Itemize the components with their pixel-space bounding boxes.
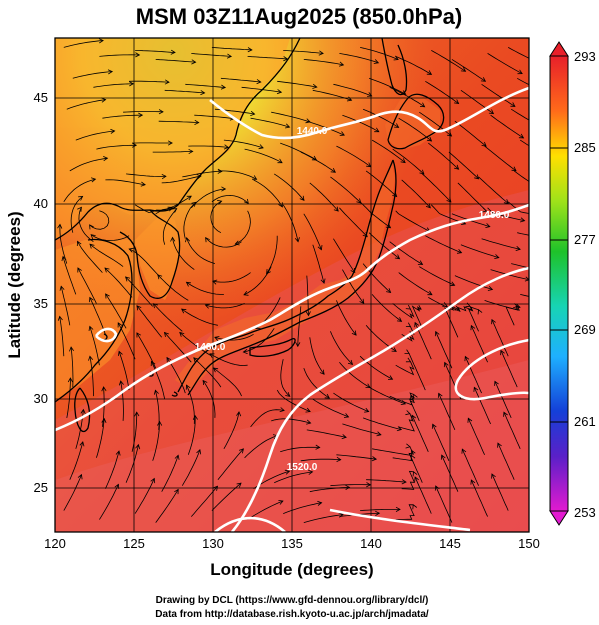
y-tick-label: 30 bbox=[34, 391, 48, 406]
coastline-hokkaido bbox=[387, 93, 445, 150]
contour-1480-a bbox=[55, 203, 529, 432]
credit-drawing: Drawing by DCL (https://www.gfd-dennou.o… bbox=[156, 595, 429, 606]
contour-1520-c bbox=[214, 516, 286, 532]
x-tick-label: 125 bbox=[123, 536, 145, 551]
coastline-china-east bbox=[55, 238, 133, 403]
contour-label-1520: 1520.0 bbox=[287, 462, 318, 473]
colorbar-label: 261 bbox=[574, 414, 596, 429]
contour-1520 bbox=[230, 266, 529, 532]
contour-1480-b bbox=[94, 327, 118, 343]
contour-labels: 1440.0 1480.0 1480.0 1520.0 bbox=[195, 126, 510, 473]
colorbar-label: 269 bbox=[574, 322, 596, 337]
x-tick-label: 135 bbox=[281, 536, 303, 551]
contour-1520-b bbox=[454, 338, 529, 401]
coastline-korea bbox=[119, 209, 181, 299]
y-tick-label: 40 bbox=[34, 196, 48, 211]
height-contours bbox=[55, 86, 529, 532]
x-tick-label: 140 bbox=[360, 536, 382, 551]
land-areas bbox=[55, 38, 290, 400]
colorbar-min-arrow bbox=[549, 510, 569, 526]
coastline-continent bbox=[55, 38, 301, 241]
colorbar-max-arrow bbox=[549, 41, 569, 57]
colorbar-label: 277 bbox=[574, 232, 596, 247]
map-title: MSM 03Z11Aug2025 (850.0hPa) bbox=[136, 4, 462, 29]
x-tick-labels: 120 125 130 135 140 145 150 bbox=[44, 536, 540, 551]
japan-land bbox=[175, 92, 440, 390]
contour-1520-d bbox=[329, 508, 471, 532]
x-tick-label: 120 bbox=[44, 536, 66, 551]
colorbar-scale bbox=[549, 55, 569, 512]
coastline-taiwan bbox=[74, 387, 91, 433]
map-frame bbox=[54, 37, 530, 533]
colorbar-label: 253 bbox=[574, 505, 596, 520]
colorbar-label: 285 bbox=[574, 140, 596, 155]
x-axis-label: Longitude (degrees) bbox=[210, 560, 373, 579]
x-tick-label: 150 bbox=[518, 536, 540, 551]
colorbar: 293 285 277 269 261 253 bbox=[549, 41, 596, 526]
credit-data: Data from http://database.rish.kyoto-u.a… bbox=[155, 609, 429, 620]
y-tick-label: 25 bbox=[34, 480, 48, 495]
contour-label-1480-west: 1480.0 bbox=[195, 342, 226, 353]
x-tick-label: 130 bbox=[202, 536, 224, 551]
contour-1440 bbox=[209, 86, 529, 140]
coastline-shikoku bbox=[249, 338, 296, 357]
x-tick-label: 145 bbox=[439, 536, 461, 551]
y-tick-label: 35 bbox=[34, 296, 48, 311]
y-axis-label: Latitude (degrees) bbox=[5, 211, 24, 358]
y-tick-label: 45 bbox=[34, 90, 48, 105]
lat-lon-grid bbox=[55, 38, 529, 532]
contour-label-1480-east: 1480.0 bbox=[479, 210, 510, 221]
coastline-kyushu-honshu bbox=[177, 159, 394, 393]
coastline-sakhalin bbox=[381, 38, 408, 96]
y-tick-labels: 25 30 35 40 45 bbox=[34, 90, 48, 495]
colorbar-label: 293 bbox=[574, 49, 596, 64]
contour-label-1440: 1440.0 bbox=[297, 126, 328, 137]
